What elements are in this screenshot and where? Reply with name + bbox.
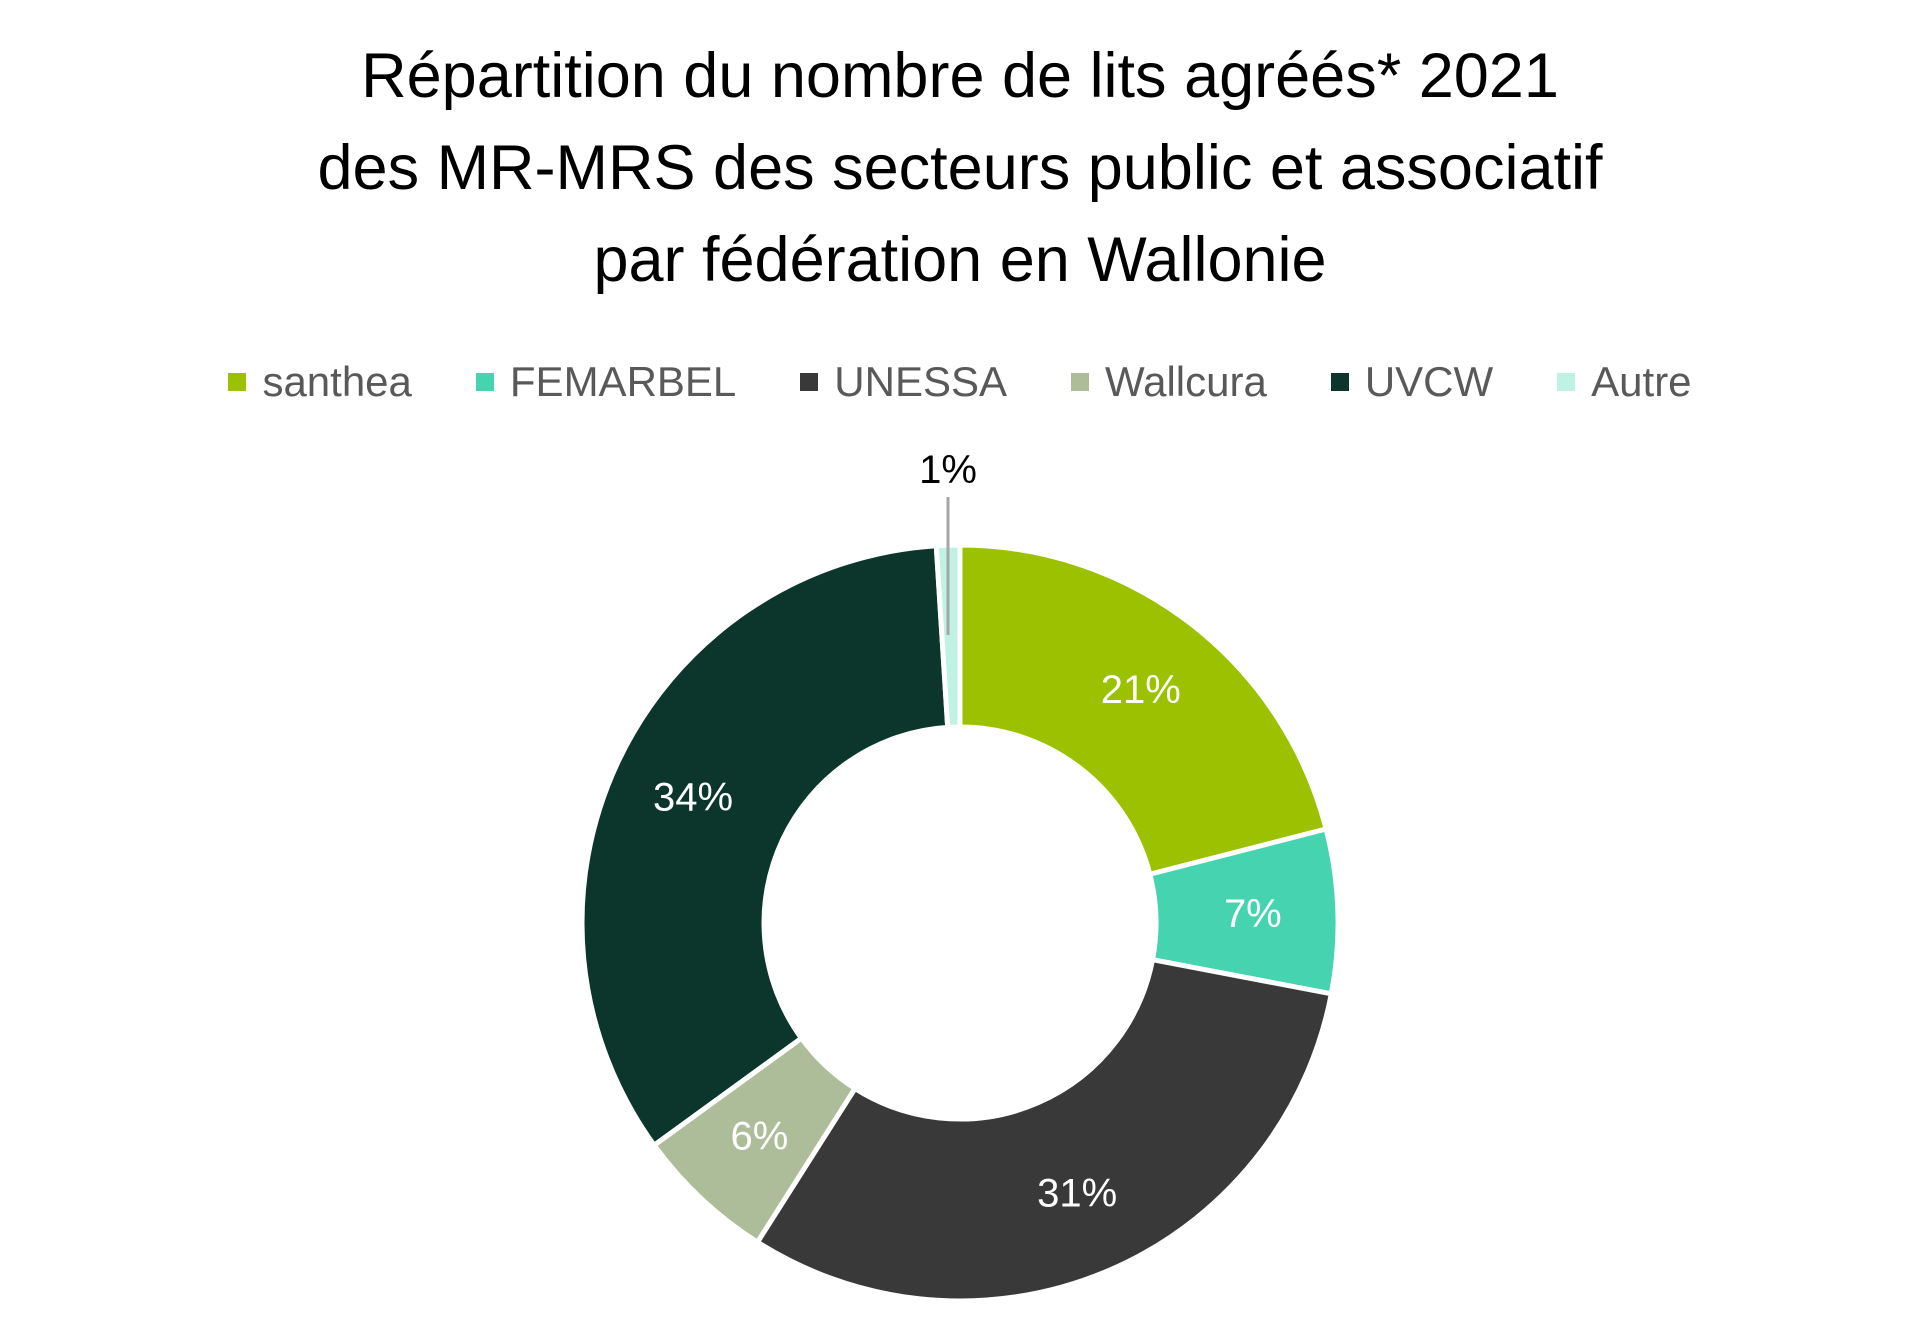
chart-legend: santhea FEMARBEL UNESSA Wallcura UVCW Autre (0, 357, 1920, 407)
chart-title: Répartition du nombre de lits agréés* 20… (0, 30, 1920, 306)
legend-item-wallcura: Wallcura (1071, 358, 1267, 406)
legend-swatch (1071, 373, 1090, 391)
legend-label: Autre (1591, 358, 1692, 405)
data-label-unessa: 31% (1037, 1172, 1117, 1216)
data-label-autre: 1% (919, 448, 977, 492)
legend-item-unessa: UNESSA (800, 358, 1007, 406)
legend-item-santhea: santhea (228, 358, 412, 406)
legend-swatch (1330, 373, 1349, 391)
legend-label: Wallcura (1105, 358, 1267, 405)
legend-item-uvcw: UVCW (1330, 358, 1494, 406)
legend-swatch (475, 373, 494, 391)
legend-swatch (228, 373, 247, 391)
data-label-uvcw: 34% (653, 775, 733, 819)
legend-label: UVCW (1364, 358, 1494, 405)
chart-title-line-1: Répartition du nombre de lits agréés* 20… (361, 41, 1559, 111)
donut-slice-unessa (754, 956, 1335, 1304)
data-label-santhea: 21% (1101, 668, 1181, 712)
legend-item-autre: Autre (1557, 358, 1692, 406)
data-label-femarbel: 7% (1224, 892, 1282, 936)
chart-title-line-3: par fédération en Wallonie (593, 225, 1327, 295)
data-label-wallcura: 6% (731, 1115, 789, 1159)
chart-title-line-2: des MR-MRS des secteurs public et associ… (317, 133, 1603, 203)
legend-item-femarbel: FEMARBEL (475, 358, 737, 406)
donut-slice-uvcw (579, 543, 951, 1149)
legend-swatch (800, 373, 819, 391)
donut-slice-santhea (957, 542, 1330, 878)
donut-slice-autre (933, 542, 963, 731)
legend-label: UNESSA (834, 358, 1008, 405)
legend-label: FEMARBEL (509, 358, 737, 405)
legend-label: santhea (262, 358, 412, 405)
legend-swatch (1557, 373, 1576, 391)
